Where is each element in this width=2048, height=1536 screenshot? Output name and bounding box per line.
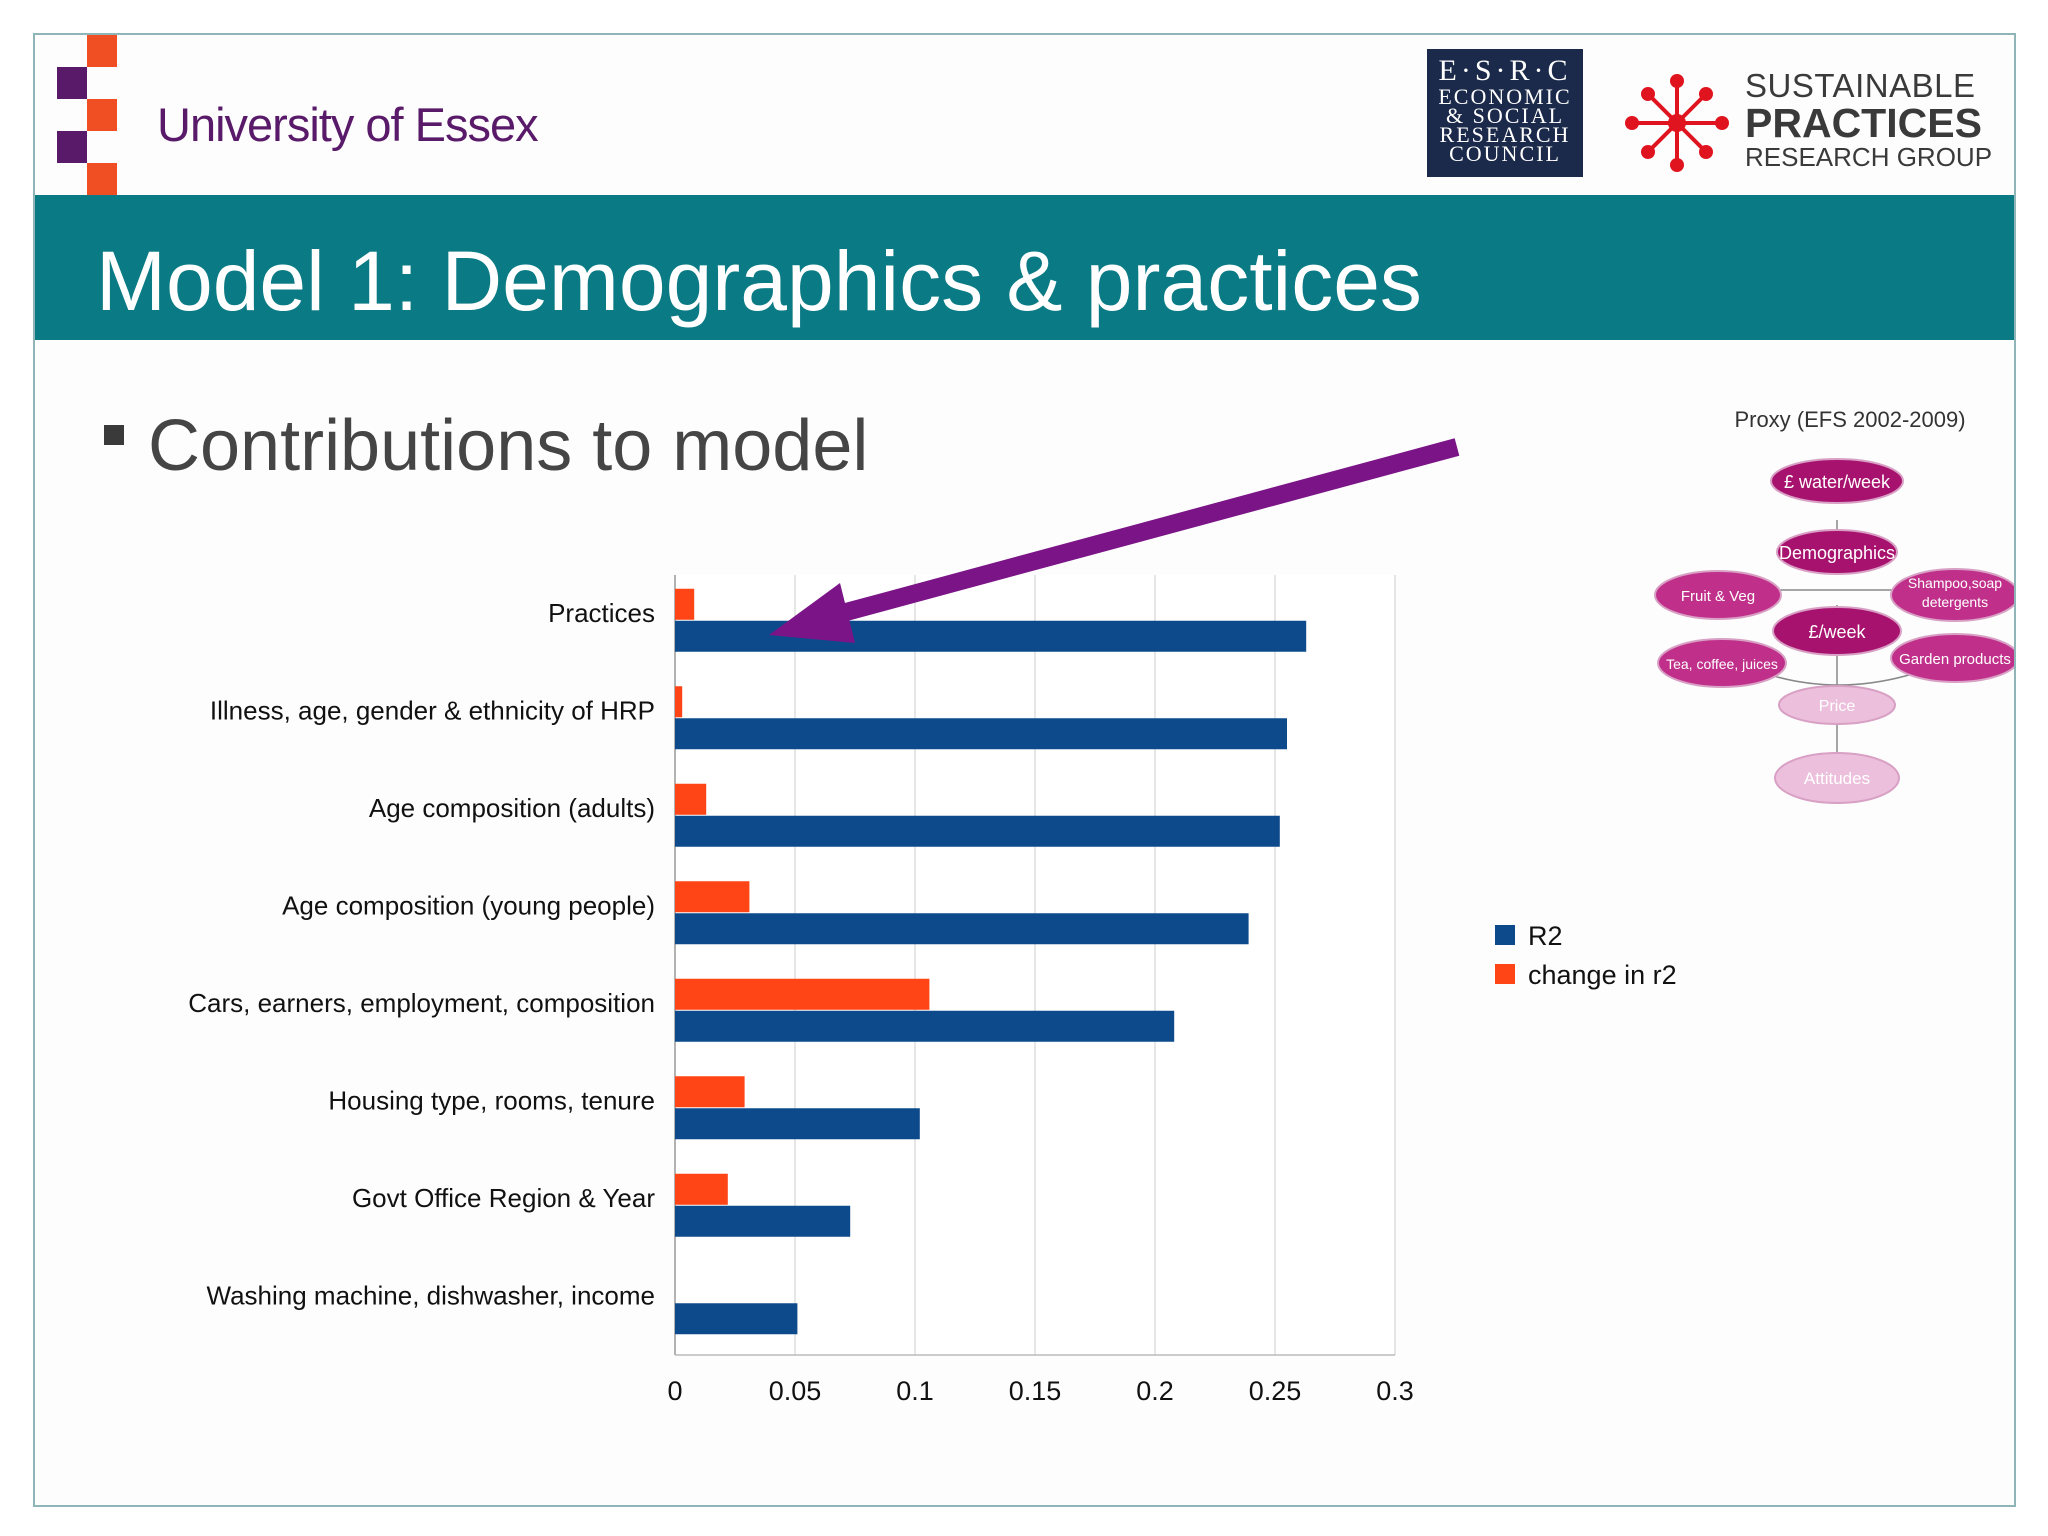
- legend-label: R2: [1528, 921, 1563, 951]
- bar-r2: [675, 1010, 1175, 1042]
- bar-change-in-r2: [675, 783, 707, 815]
- proxy-node-label: £ water/week: [1784, 472, 1891, 492]
- bar-change-in-r2: [675, 881, 750, 913]
- spr-line: RESEARCH GROUP: [1745, 142, 1993, 172]
- proxy-node-label: Price: [1819, 698, 1856, 715]
- esrc-line: ECONOMIC: [1438, 84, 1572, 109]
- spr-line: PRACTICES: [1745, 100, 1982, 146]
- esrc-line: & SOCIAL: [1445, 103, 1565, 128]
- university-name: University of Essex: [157, 98, 539, 151]
- x-tick-label: 0.05: [769, 1376, 822, 1406]
- x-tick-label: 0.1: [896, 1376, 934, 1406]
- proxy-node-label: £/week: [1808, 622, 1866, 642]
- spr-logo-text: SUSTAINABLE PRACTICES RESEARCH GROUP: [1745, 67, 1993, 172]
- bar-r2: [675, 913, 1249, 945]
- arrow-head-icon: [769, 583, 855, 643]
- category-label: Housing type, rooms, tenure: [328, 1085, 655, 1115]
- bullet-text: Contributions to model: [148, 406, 869, 486]
- slide-title: Model 1: Demographics & practices: [96, 234, 1422, 328]
- legend-label: change in r2: [1528, 960, 1677, 990]
- bullet-icon: [104, 425, 124, 445]
- category-label: Washing machine, dishwasher, income: [207, 1280, 655, 1310]
- spr-line: SUSTAINABLE: [1745, 67, 1976, 104]
- category-label: Age composition (adults): [369, 793, 655, 823]
- network-logo-icon: [1625, 74, 1729, 172]
- proxy-title: Proxy (EFS 2002-2009): [1734, 407, 1965, 432]
- title-band: [35, 195, 2014, 340]
- proxy-node-label: Shampoo,soap: [1908, 575, 2002, 591]
- category-label: Govt Office Region & Year: [352, 1183, 655, 1213]
- legend-swatch: [1495, 964, 1515, 984]
- bar-r2: [675, 1108, 920, 1140]
- bar-r2: [675, 620, 1307, 652]
- bar-change-in-r2: [675, 1076, 745, 1108]
- slide: University of Essex E·S·R·C ECONOMIC & S…: [33, 33, 2016, 1507]
- x-tick-label: 0.25: [1249, 1376, 1302, 1406]
- proxy-node-label: Attitudes: [1804, 769, 1870, 788]
- proxy-node-label: Tea, coffee, juices: [1666, 656, 1778, 672]
- esrc-line: COUNCIL: [1449, 141, 1561, 166]
- esrc-line: RESEARCH: [1439, 122, 1571, 147]
- bar-change-in-r2: [675, 686, 683, 718]
- category-label: Cars, earners, employment, composition: [188, 988, 655, 1018]
- proxy-node-label: detergents: [1922, 594, 1988, 610]
- bar-change-in-r2: [675, 588, 695, 620]
- proxy-node-label: Garden products: [1899, 651, 2011, 668]
- bar-r2: [675, 815, 1280, 847]
- category-label: Practices: [548, 598, 655, 628]
- bar-r2: [675, 1303, 798, 1335]
- x-tick-label: 0.3: [1376, 1376, 1414, 1406]
- bar-change-in-r2: [675, 978, 930, 1010]
- bar-r2: [675, 1205, 851, 1237]
- category-label: Age composition (young people): [282, 890, 655, 920]
- proxy-node-label: Demographics: [1779, 543, 1895, 563]
- proxy-diagram: Proxy (EFS 2002-2009) £ water/week Demog…: [1654, 407, 2014, 804]
- proxy-node-label: Fruit & Veg: [1681, 588, 1755, 605]
- bar-chart: 0 0.05 0.1 0.15 0.2 0.25 0.3 Practices Illness, …: [188, 438, 1677, 1406]
- x-tick-label: 0.15: [1009, 1376, 1062, 1406]
- legend-swatch: [1495, 925, 1515, 945]
- esrc-logo: E·S·R·C ECONOMIC & SOCIAL RESEARCH COUNC…: [1427, 49, 1583, 177]
- x-tick-label: 0: [667, 1376, 682, 1406]
- x-tick-label: 0.2: [1136, 1376, 1174, 1406]
- esrc-line: E·S·R·C: [1438, 54, 1572, 87]
- bar-change-in-r2: [675, 1173, 728, 1205]
- bar-r2: [675, 718, 1287, 750]
- arrow-shaft: [832, 438, 1460, 624]
- category-label: Illness, age, gender & ethnicity of HRP: [210, 695, 655, 725]
